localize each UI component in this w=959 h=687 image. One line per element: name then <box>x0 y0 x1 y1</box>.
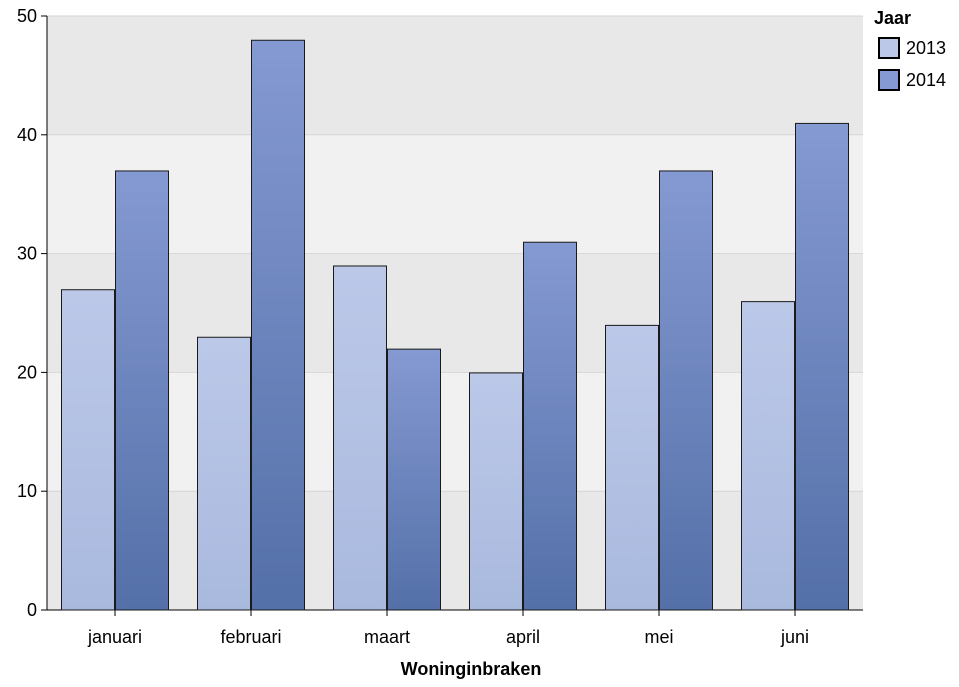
x-tick-label: maart <box>364 627 410 647</box>
plot-background <box>47 16 863 610</box>
bar-2014-juni <box>795 122 849 611</box>
y-tick-label: 10 <box>17 481 37 501</box>
bar-2014-januari <box>115 170 169 611</box>
bars <box>61 39 849 611</box>
legend-label-2013: 2013 <box>906 38 946 58</box>
bar-2014-maart <box>387 348 441 611</box>
bar-2013-april <box>469 372 523 611</box>
x-tick-label: mei <box>644 627 673 647</box>
legend-swatch-2013 <box>878 37 900 59</box>
bar-2014-april <box>523 241 577 611</box>
x-tick-label: januari <box>87 627 142 647</box>
x-tick-label: april <box>506 627 540 647</box>
y-axis: 0 10 20 30 40 50 <box>17 6 48 620</box>
legend-title: Jaar <box>874 8 911 28</box>
bar-2014-mei <box>659 170 713 611</box>
x-axis: januari februari maart april mei juni <box>47 609 863 647</box>
x-tick-label: juni <box>780 627 809 647</box>
y-tick-label: 50 <box>17 6 37 26</box>
y-tick-label: 40 <box>17 125 37 145</box>
y-tick-label: 30 <box>17 244 37 264</box>
legend: Jaar 2013 2014 <box>874 8 946 91</box>
bar-2013-juni <box>741 301 795 611</box>
bar-2013-mei <box>605 324 659 611</box>
legend-swatch-2014 <box>878 69 900 91</box>
bar-2013-februari <box>197 336 251 611</box>
y-tick-label: 0 <box>27 600 37 620</box>
plot-band <box>47 134 863 254</box>
legend-label-2014: 2014 <box>906 70 946 90</box>
plot-band <box>47 491 863 610</box>
bar-2013-maart <box>333 265 387 611</box>
bar-2013-januari <box>61 289 115 611</box>
plot-band <box>47 253 863 373</box>
bar-2014-februari <box>251 39 305 611</box>
x-tick-label: februari <box>220 627 281 647</box>
plot-band <box>47 16 863 135</box>
x-axis-title: Woninginbraken <box>401 659 542 679</box>
plot-band <box>47 372 863 492</box>
gridlines <box>47 15 863 492</box>
y-tick-label: 20 <box>17 362 37 382</box>
